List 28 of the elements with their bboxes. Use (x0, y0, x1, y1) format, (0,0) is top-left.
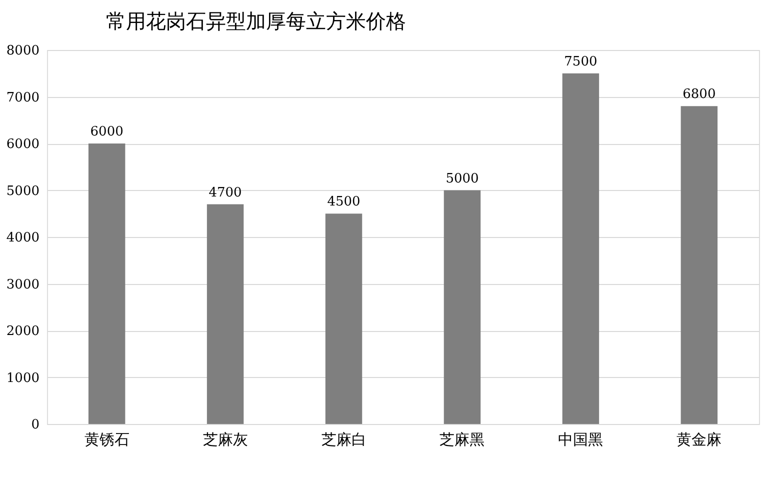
x-tick-label: 中国黑 (558, 430, 604, 448)
data-label: 7500 (564, 54, 598, 70)
x-tick-label: 黄锈石 (84, 430, 130, 448)
y-tick-label: 5000 (6, 184, 40, 199)
bar (88, 144, 126, 424)
bar (206, 204, 244, 424)
y-tick-label: 8000 (6, 44, 40, 58)
x-tick-label: 芝麻灰 (202, 430, 248, 448)
y-tick-label: 4000 (6, 230, 40, 246)
y-tick-label: 2000 (6, 324, 40, 339)
x-tick-label: 芝麻黑 (440, 430, 485, 448)
y-tick-label: 3000 (6, 277, 40, 292)
chart-title: 常用花岗石异型加厚每立方米价格 (106, 9, 406, 33)
y-tick-label: 1000 (6, 370, 40, 386)
y-tick-label: 0 (31, 418, 40, 432)
x-tick-label: 黄金麻 (676, 430, 722, 448)
data-label: 5000 (446, 171, 479, 186)
bar (562, 73, 600, 424)
data-label: 6000 (90, 124, 124, 140)
x-tick-label: 芝麻白 (321, 430, 366, 448)
bar (680, 106, 718, 424)
y-tick-label: 7000 (6, 90, 40, 106)
y-tick-label: 6000 (6, 137, 40, 152)
bar (444, 190, 481, 424)
data-label: 4700 (208, 185, 242, 200)
data-label: 6800 (682, 87, 716, 102)
bar (325, 214, 362, 424)
data-label: 4500 (327, 194, 360, 210)
